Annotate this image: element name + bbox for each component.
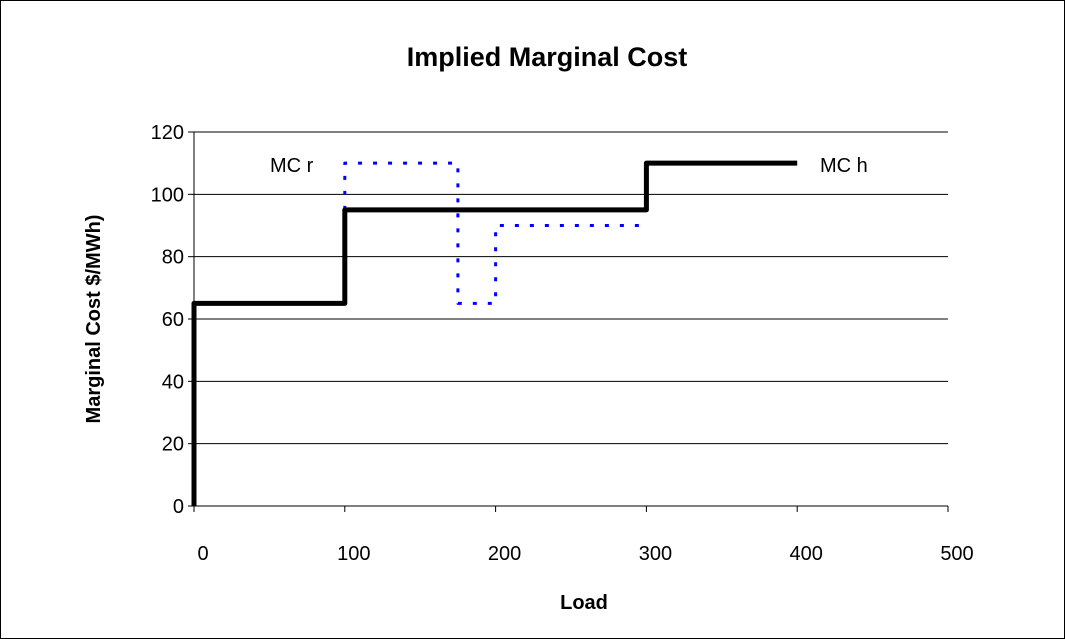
series-line-mc-h <box>191 160 798 506</box>
y-tick-label: 20 <box>162 434 184 456</box>
x-tick-label: 300 <box>639 543 672 565</box>
y-tick-label: 0 <box>173 496 184 518</box>
y-tick-label: 80 <box>162 247 184 269</box>
y-axis-label: Marginal Cost $/MWh) <box>83 215 105 424</box>
y-tick-label: 40 <box>162 371 184 393</box>
x-tick-label: 400 <box>790 543 823 565</box>
y-tick-label: 100 <box>151 184 184 206</box>
series-line-mc-r <box>343 161 647 305</box>
tick-layer: 0 20 40 60 80 100 120 0 100 200 300 400 500 <box>151 122 974 565</box>
series-label-mc-h: MC h <box>820 155 868 177</box>
y-tick-label: 60 <box>162 309 184 331</box>
series-layer <box>191 160 798 506</box>
x-tick-label: 0 <box>197 543 208 565</box>
x-tick-label: 200 <box>488 543 521 565</box>
chart-title: Implied Marginal Cost <box>407 42 688 72</box>
y-tick-label: 120 <box>151 122 184 144</box>
x-tick-label: 500 <box>940 543 973 565</box>
x-tick-label: 100 <box>337 543 370 565</box>
grid-layer <box>194 131 948 445</box>
series-label-mc-r: MC r <box>270 155 314 177</box>
x-axis-label: Load <box>560 592 608 614</box>
